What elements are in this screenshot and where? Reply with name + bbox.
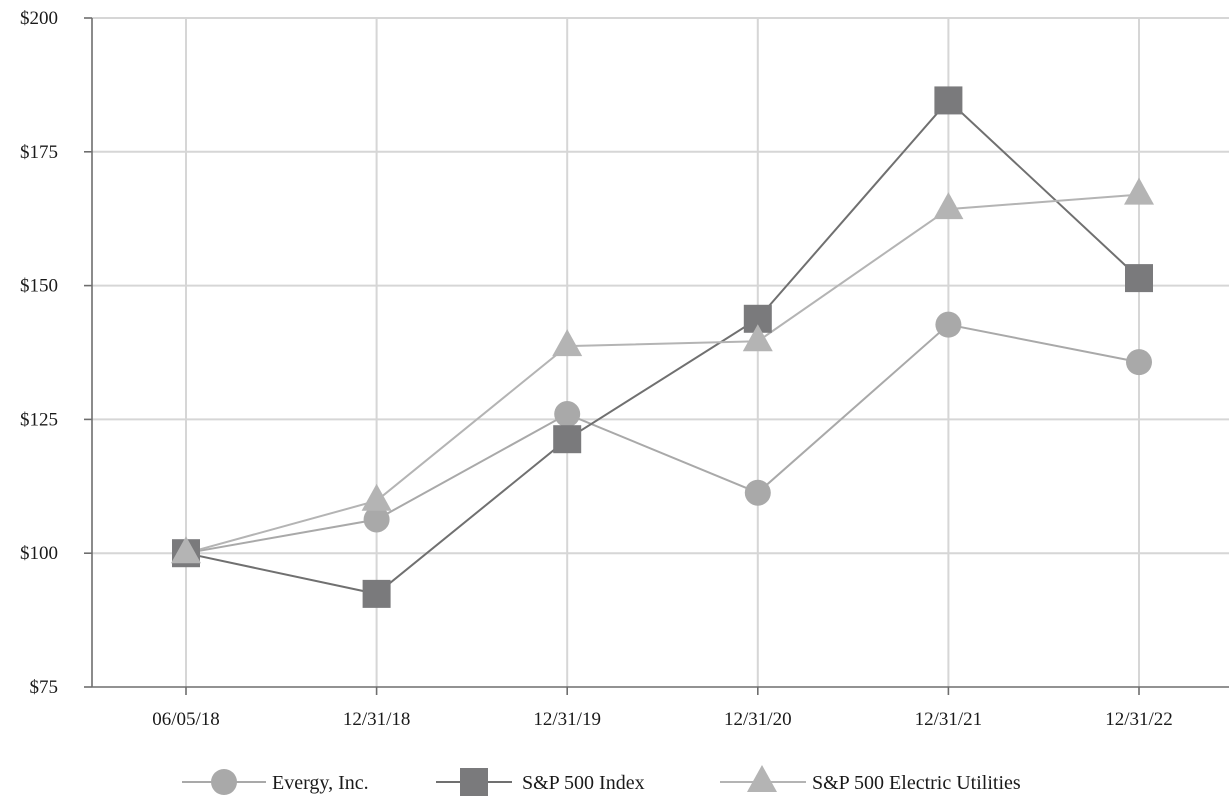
data-point-square [1125,264,1153,293]
series [171,86,1154,608]
x-tick-label: 12/31/22 [1105,709,1173,730]
x-tick-label: 06/05/18 [152,709,220,730]
y-tick-label: $75 [30,677,59,698]
data-point-square [934,86,963,115]
data-point-circle [363,506,390,533]
y-tick-label: $200 [20,8,58,29]
series-line-3 [185,193,1140,555]
data-point-triangle [361,483,392,511]
legend-marker-square [460,768,488,796]
series-line-1 [185,323,1140,555]
data-point-triangle [742,324,773,352]
data-point-circle [935,311,962,338]
legend-label: S&P 500 Index [522,772,645,794]
legend-marker-circle [211,769,237,795]
x-tick-label: 12/31/18 [343,709,411,730]
legend-label: S&P 500 Electric Utilities [812,772,1021,794]
data-point-circle [744,479,771,506]
legend: Evergy, Inc. S&P 500 Index S&P 500 Electri… [182,765,1021,796]
legend-label: Evergy, Inc. [272,772,369,794]
data-point-circle [1126,349,1152,376]
x-tick-label: 12/31/20 [724,709,792,730]
data-point-square [362,579,391,608]
y-tick-label: $125 [20,409,58,430]
data-point-triangle [933,192,964,220]
x-tick-label: 12/31/21 [915,709,983,730]
y-tick-label: $100 [20,543,58,564]
data-point-triangle [552,329,583,357]
data-point-circle [554,401,581,428]
series-line-2 [185,98,1140,595]
legend-marker-triangle [747,765,777,792]
data-point-triangle [171,536,201,564]
axes: $75 $100 $125 $150 $175 $200 06/05/18 12/31/18 1… [20,8,1229,730]
data-point-square [553,425,582,454]
data-point-triangle [1124,177,1154,205]
y-tick-label: $175 [20,142,58,163]
y-tick-label: $150 [20,276,58,297]
grid [92,17,1229,687]
x-tick-label: 12/31/19 [533,709,601,730]
